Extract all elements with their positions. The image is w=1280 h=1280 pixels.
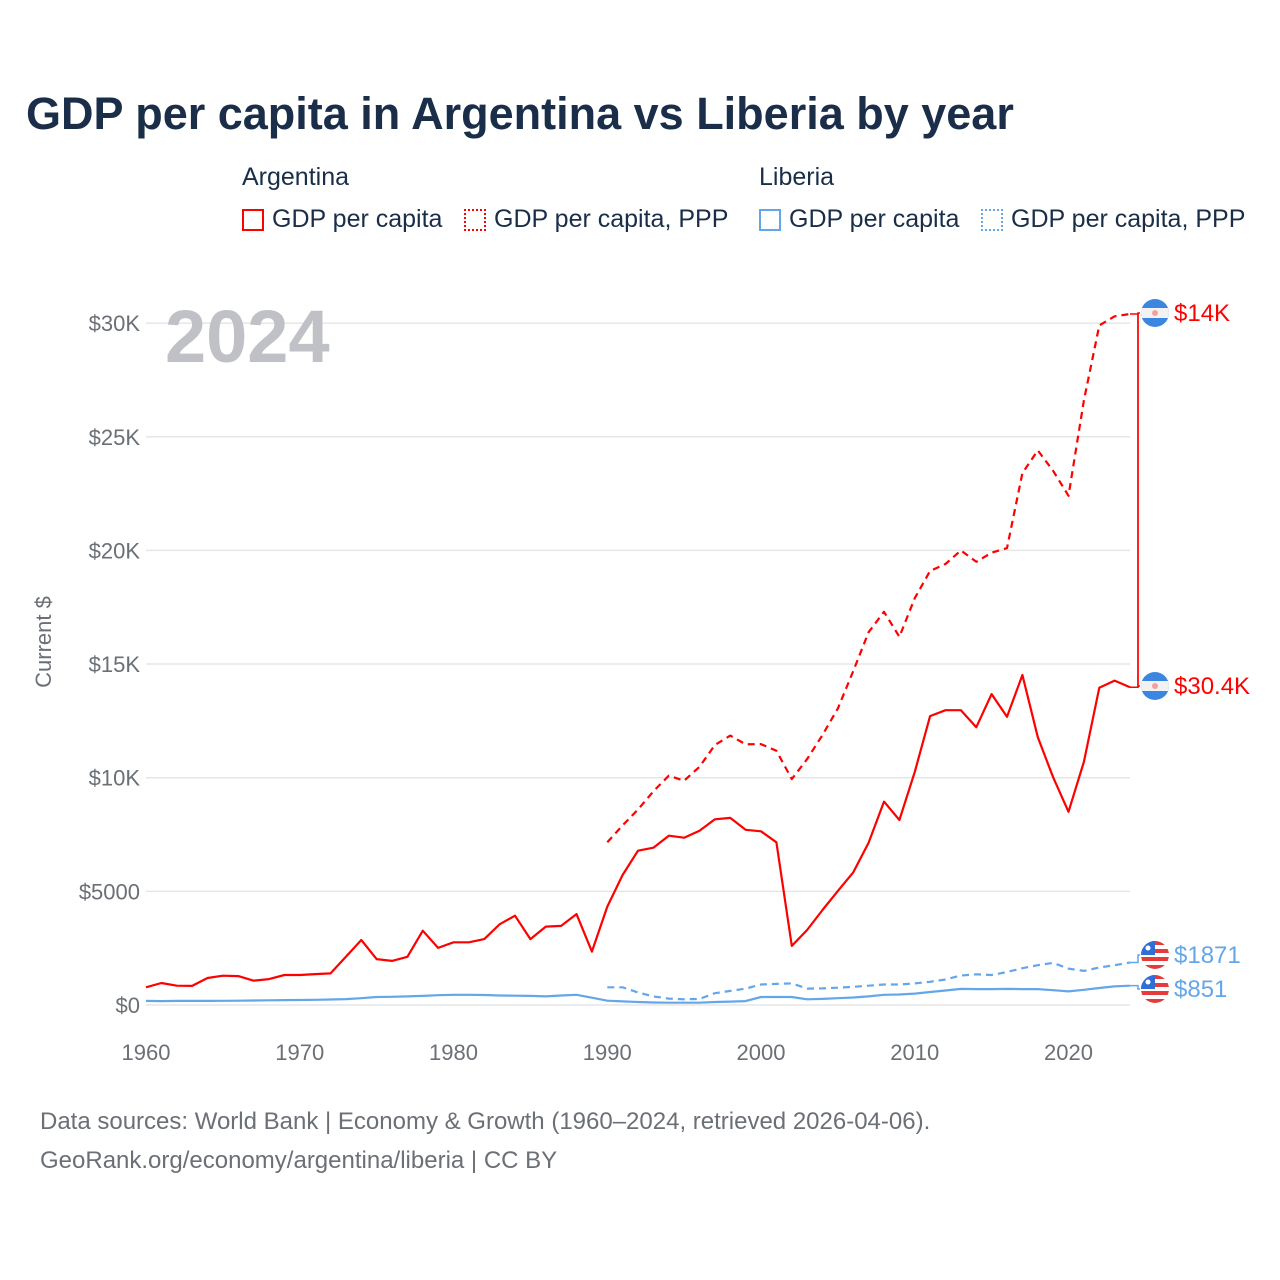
y-tick-label: $15K [89,652,141,677]
y-tick-label: $30K [89,311,141,336]
legend-swatch-dotted-blue [981,208,1003,231]
liberia-flag-icon [1141,975,1169,1003]
x-tick-label: 1970 [275,1040,324,1065]
x-tick-label: 2000 [737,1040,786,1065]
y-tick-label: $10K [89,766,141,791]
x-tick-label: 1960 [122,1040,171,1065]
footer-sources: Data sources: World Bank | Economy & Gro… [40,1108,931,1135]
x-tick-label: 2020 [1044,1040,1093,1065]
end-value-label: $30.4K [1174,673,1250,700]
end-connector [1130,313,1140,687]
legend-swatch-solid-red [242,208,264,231]
legend-label: GDP per capita, PPP [1011,205,1246,233]
x-tick-label: 1990 [583,1040,632,1065]
chart-title: GDP per capita in Argentina vs Liberia b… [26,88,1014,139]
footer-link[interactable]: GeoRank.org/economy/argentina/liberia | … [40,1147,558,1174]
end-connector [1130,954,1140,964]
x-tick-label: 1980 [429,1040,478,1065]
legend-argentina-gdp[interactable]: GDP per capita [242,205,442,234]
legend-group-argentina: Argentina [242,163,350,191]
legend-argentina-ppp[interactable]: GDP per capita, PPP [464,205,728,234]
end-value-label: $14K [1174,300,1230,327]
series-line-liberia-gdp-per-capita [145,984,1131,1004]
x-tick-label: 2010 [890,1040,939,1065]
legend-liberia-ppp[interactable]: GDP per capita, PPP [981,205,1245,234]
series-line-argentina-gdp-per-capita [145,673,1131,989]
legend-swatch-solid-blue [759,208,781,231]
legend-group-liberia: Liberia [759,163,835,191]
argentina-flag-icon [1141,299,1169,327]
y-tick-label: $5000 [79,879,140,904]
legend-label: GDP per capita [789,205,960,233]
legend-swatch-dotted-red [464,208,486,231]
argentina-flag-icon [1141,672,1169,700]
liberia-flag-icon [1141,941,1169,969]
y-axis-label: Current $ [31,596,56,688]
year-watermark: 2024 [165,295,330,378]
end-value-label: $851 [1174,976,1227,1003]
legend-label: GDP per capita, PPP [494,205,729,233]
y-tick-label: $20K [89,538,141,563]
y-tick-label: $25K [89,425,141,450]
legend-label: GDP per capita [272,205,443,233]
end-value-label: $1871 [1174,942,1241,969]
series-line-liberia-gdp-per-capita-ppp [607,961,1131,1001]
legend-liberia-gdp[interactable]: GDP per capita [759,205,959,234]
y-tick-label: $0 [116,993,140,1018]
series-line-argentina-gdp-per-capita-ppp [606,312,1131,844]
end-connector [1130,984,1140,990]
